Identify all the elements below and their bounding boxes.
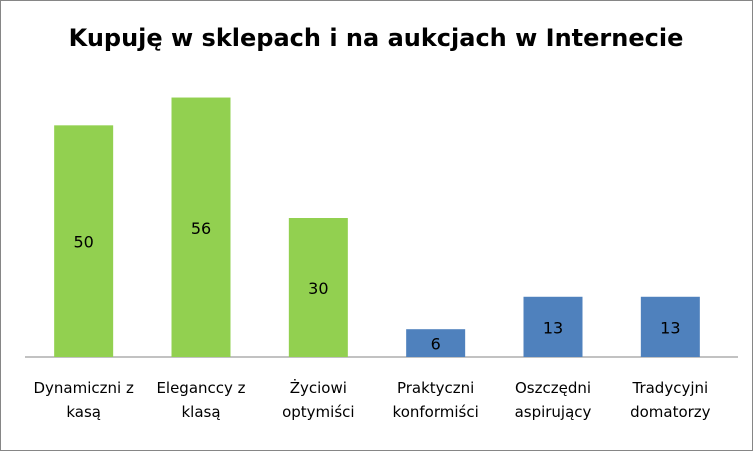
bar	[406, 329, 466, 357]
x-tick-label: Dynamiczni z kasą	[33, 379, 134, 421]
x-tick-label: Tradycyjni domatorzy	[630, 379, 711, 421]
data-label: 6	[431, 335, 441, 354]
data-label: 13	[543, 318, 563, 337]
bar	[288, 218, 348, 357]
chart-title: Kupuję w sklepach i na aukcjach w Intern…	[69, 24, 684, 52]
bar	[54, 125, 114, 357]
x-tick-label: Oszczędni aspirujący	[514, 379, 592, 421]
bar	[171, 97, 231, 358]
x-tick-label: Życiowi optymiści	[282, 379, 355, 421]
data-label: 13	[660, 318, 680, 337]
x-tick-label: Praktyczni konformiści	[392, 379, 479, 421]
data-label: 30	[308, 279, 328, 298]
bar	[640, 296, 700, 357]
data-label: 50	[73, 233, 93, 252]
data-label: 56	[191, 219, 211, 238]
bar	[523, 296, 583, 357]
x-tick-label: Eleganccy z klasą	[156, 379, 246, 421]
